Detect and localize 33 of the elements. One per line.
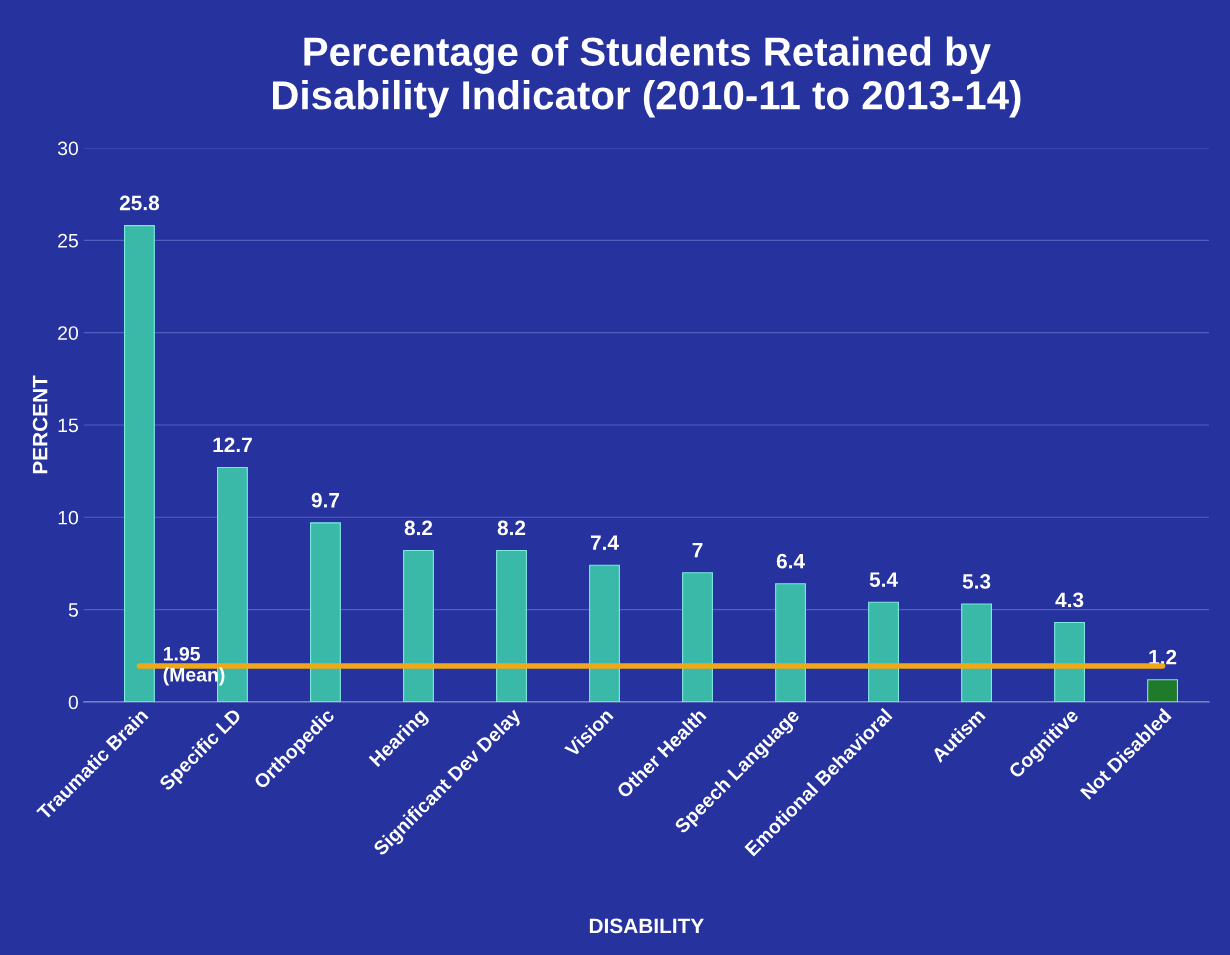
bar	[775, 583, 806, 702]
data-label: 5.3	[962, 574, 991, 589]
bar	[682, 572, 713, 702]
bar	[496, 549, 527, 702]
x-axis-title: DISABILITY	[589, 918, 704, 934]
bar	[961, 603, 992, 702]
bar	[1054, 621, 1086, 702]
bar	[403, 549, 434, 702]
y-tick-label: 20	[58, 326, 79, 340]
bar	[310, 522, 341, 702]
chart-title: Percentage of Students Retained by Disability Indicator (2010-11 to 2013-14)	[273, 36, 1021, 118]
y-tick-label: 0	[68, 695, 79, 710]
data-label: 5.4	[869, 572, 898, 587]
data-label: 8.2	[404, 520, 433, 536]
bar	[589, 564, 620, 702]
data-label: 12.7	[213, 437, 252, 453]
data-label: 1.2	[1149, 649, 1177, 665]
data-label: 4.3	[1055, 592, 1084, 608]
data-label: 25.8	[119, 195, 160, 211]
data-label: 7	[692, 542, 703, 558]
y-tick-label: 25	[58, 233, 78, 248]
y-tick-label: 15	[58, 418, 78, 433]
y-tick-label: 5	[68, 603, 78, 617]
y-tick-label: 10	[58, 510, 79, 525]
bar	[868, 601, 899, 702]
data-label: 9.7	[311, 492, 340, 508]
data-label: 7.4	[590, 535, 619, 550]
data-label: 8.2	[497, 520, 526, 536]
y-axis-title: PERCENT	[32, 375, 48, 474]
data-label: 6.4	[776, 553, 805, 569]
y-tick-label: 30	[57, 141, 79, 156]
bar	[1147, 679, 1179, 702]
bar	[124, 225, 155, 702]
